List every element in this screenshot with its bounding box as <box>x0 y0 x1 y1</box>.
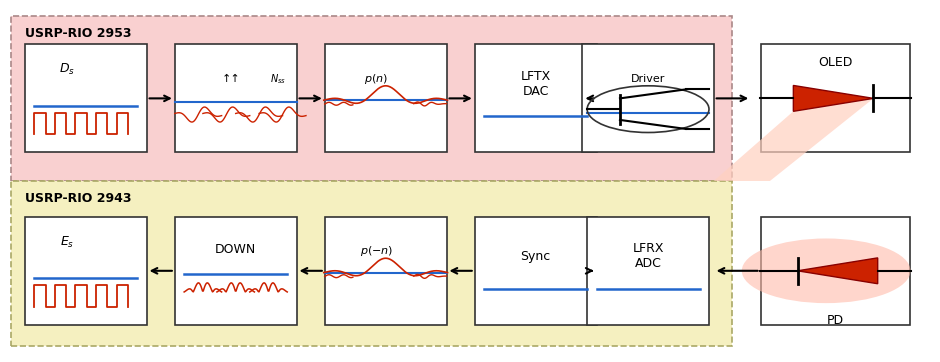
FancyBboxPatch shape <box>24 45 147 152</box>
FancyBboxPatch shape <box>583 45 713 152</box>
FancyBboxPatch shape <box>24 217 147 325</box>
Text: DOWN: DOWN <box>215 243 257 256</box>
FancyBboxPatch shape <box>324 45 446 152</box>
Circle shape <box>742 239 911 303</box>
Text: $p(-n)$: $p(-n)$ <box>360 244 393 258</box>
Text: PD: PD <box>827 314 844 327</box>
Text: $D_s$: $D_s$ <box>59 62 75 77</box>
FancyBboxPatch shape <box>324 217 446 325</box>
FancyBboxPatch shape <box>10 16 732 181</box>
Text: $p(n)$: $p(n)$ <box>365 72 388 86</box>
FancyBboxPatch shape <box>475 45 597 152</box>
Text: OLED: OLED <box>819 56 853 69</box>
Polygon shape <box>793 85 873 111</box>
FancyBboxPatch shape <box>760 45 911 152</box>
FancyBboxPatch shape <box>475 217 597 325</box>
Text: ↑↑: ↑↑ <box>222 73 241 84</box>
Text: LFRX
ADC: LFRX ADC <box>633 243 664 270</box>
FancyBboxPatch shape <box>760 217 911 325</box>
Polygon shape <box>797 258 878 284</box>
FancyBboxPatch shape <box>175 45 297 152</box>
FancyBboxPatch shape <box>10 181 732 346</box>
Text: LFTX
DAC: LFTX DAC <box>521 70 551 98</box>
Text: $N_{ss}$: $N_{ss}$ <box>270 72 286 85</box>
Text: Driver: Driver <box>631 73 666 84</box>
FancyBboxPatch shape <box>588 217 709 325</box>
Text: Sync: Sync <box>521 250 551 263</box>
Text: $E_s$: $E_s$ <box>60 235 74 250</box>
Text: USRP-RIO 2953: USRP-RIO 2953 <box>24 26 132 39</box>
Polygon shape <box>713 98 873 181</box>
FancyBboxPatch shape <box>175 217 297 325</box>
Text: USRP-RIO 2943: USRP-RIO 2943 <box>24 192 132 205</box>
